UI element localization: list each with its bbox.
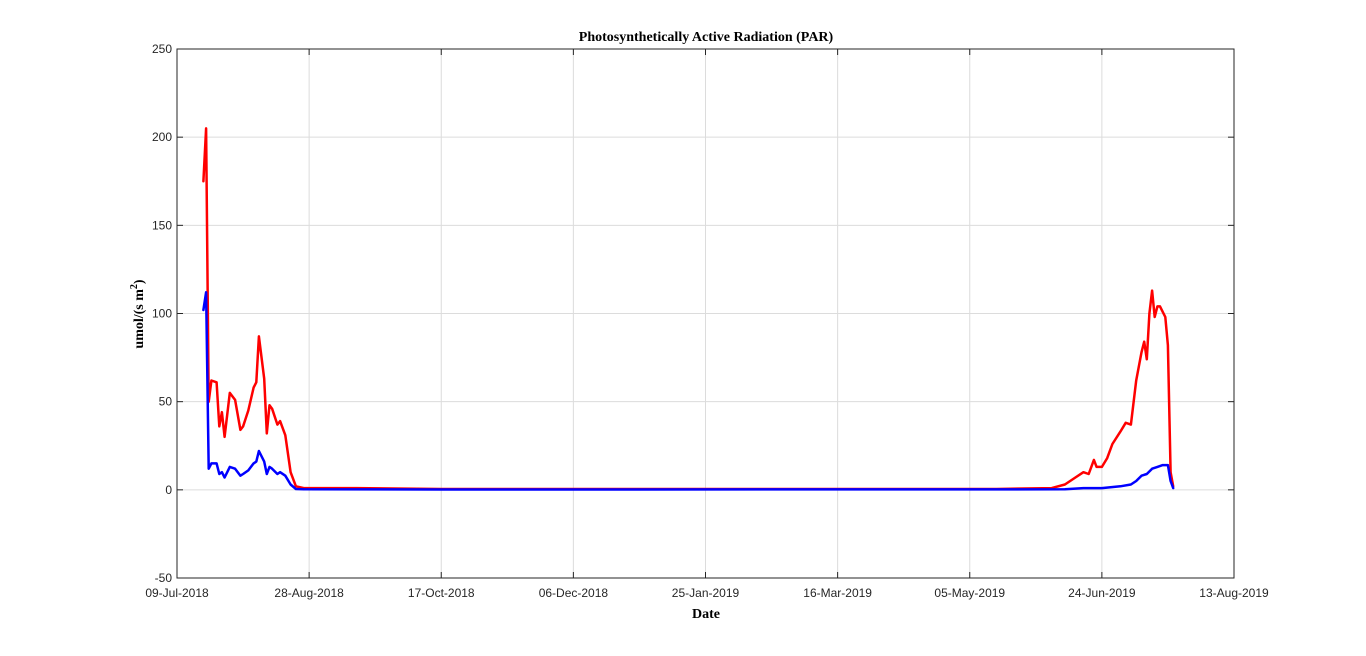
y-tick-label: 200 (152, 130, 172, 144)
x-tick-label: 17-Oct-2018 (408, 586, 475, 600)
y-axis-label-close: ) (132, 279, 147, 284)
x-tick-label: 25-Jan-2019 (672, 586, 740, 600)
x-tick-label: 06-Dec-2018 (539, 586, 609, 600)
y-tick-label: -50 (155, 571, 173, 585)
x-tick-label: 24-Jun-2019 (1068, 586, 1136, 600)
y-tick-label: 0 (165, 483, 172, 497)
x-tick-label: 09-Jul-2018 (145, 586, 209, 600)
data-series (202, 127, 1175, 491)
x-tick-label: 28-Aug-2018 (274, 586, 344, 600)
series-line-blue (202, 291, 1175, 491)
x-axis-label: Date (692, 607, 720, 622)
y-tick-label: 150 (152, 218, 172, 232)
y-axis-label: umol/(s m2) (129, 279, 147, 349)
y-axis-label-main: umol/(s m (132, 289, 147, 349)
x-tick-label: 13-Aug-2019 (1199, 586, 1269, 600)
chart-title: Photosynthetically Active Radiation (PAR… (579, 30, 834, 45)
y-tick-label: 100 (152, 307, 172, 321)
y-axis-label-superscript: 2 (129, 284, 140, 289)
y-tick-label: 50 (159, 395, 173, 409)
x-tick-label: 05-May-2019 (934, 586, 1005, 600)
y-tick-label: 250 (152, 42, 172, 56)
x-tick-label: 16-Mar-2019 (803, 586, 872, 600)
axis-ticks: 09-Jul-2018 28-Aug-2018 17-Oct-2018 06-Dec-… (145, 42, 1269, 600)
